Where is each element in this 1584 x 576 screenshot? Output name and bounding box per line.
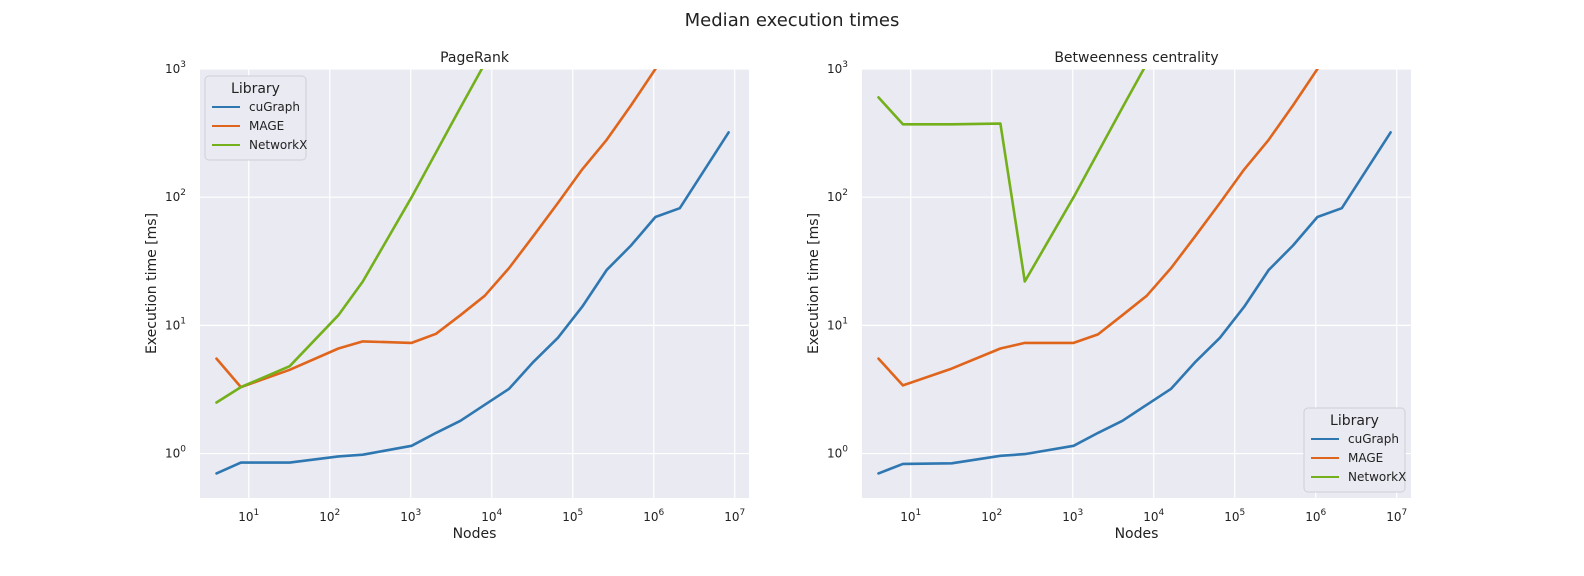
x-axis-label: Nodes	[1115, 526, 1159, 542]
x-tick-label: 107	[1386, 508, 1407, 524]
x-tick-label: 101	[238, 508, 259, 524]
series-line-networkx	[215, 69, 484, 404]
y-tick-label: 102	[827, 188, 848, 204]
legend-item-label: MAGE	[249, 119, 284, 133]
chart-panel-2: 101 102 103 104 105 106 107 100 101 102 103 Between…	[806, 50, 1411, 542]
legend-box	[204, 75, 307, 161]
figure-title: Median execution times	[685, 10, 900, 31]
legend-item-label: NetworkX	[249, 138, 307, 152]
x-tick-label: 106	[643, 508, 664, 524]
x-tick-label: 103	[400, 508, 421, 524]
legend-box	[1303, 407, 1406, 493]
y-tick-label: 103	[827, 60, 848, 76]
chart-panel-1: 101 102 103 104 105 106 107 100 101 102 103 PageRan…	[144, 50, 749, 542]
y-axis-label: Execution time [ms]	[806, 213, 822, 354]
legend-item-label: NetworkX	[1348, 470, 1406, 484]
x-tick-label: 106	[1305, 508, 1326, 524]
y-tick-label: 101	[165, 316, 186, 332]
series-line-cugraph	[215, 131, 730, 475]
y-tick-label: 101	[827, 316, 848, 332]
x-tick-label: 104	[1143, 508, 1164, 524]
y-tick-label: 103	[165, 60, 186, 76]
y-tick-label: 100	[827, 445, 848, 461]
series-group	[215, 69, 730, 475]
legend-item-label: cuGraph	[249, 100, 300, 114]
y-tick-label: 100	[165, 445, 186, 461]
chart-panels: 101 102 103 104 105 106 107 100 101 102 103 PageRan…	[144, 50, 1411, 542]
x-tick-label: 102	[319, 508, 340, 524]
series-line-cugraph	[877, 131, 1392, 475]
legend: Library cuGraph MAGE NetworkX	[204, 75, 307, 161]
legend-title: Library	[231, 81, 280, 97]
x-axis-label: Nodes	[453, 526, 497, 542]
x-tick-label: 102	[981, 508, 1002, 524]
y-axis-label: Execution time [ms]	[144, 213, 160, 354]
x-tick-label: 105	[562, 508, 583, 524]
chart-title: PageRank	[440, 50, 510, 66]
series-group	[877, 69, 1392, 475]
series-line-mage	[215, 69, 657, 389]
chart-title: Betweenness centrality	[1054, 50, 1218, 66]
legend: Library cuGraph MAGE NetworkX	[1303, 407, 1406, 493]
legend-item-label: MAGE	[1348, 451, 1383, 465]
series-line-networkx	[877, 69, 1146, 283]
series-line-mage	[877, 69, 1319, 387]
x-tick-label: 103	[1062, 508, 1083, 524]
x-tick-label: 101	[900, 508, 921, 524]
legend-item-label: cuGraph	[1348, 432, 1399, 446]
x-tick-label: 107	[724, 508, 745, 524]
legend-title: Library	[1330, 413, 1379, 429]
x-tick-label: 104	[481, 508, 502, 524]
x-tick-label: 105	[1224, 508, 1245, 524]
y-tick-label: 102	[165, 188, 186, 204]
